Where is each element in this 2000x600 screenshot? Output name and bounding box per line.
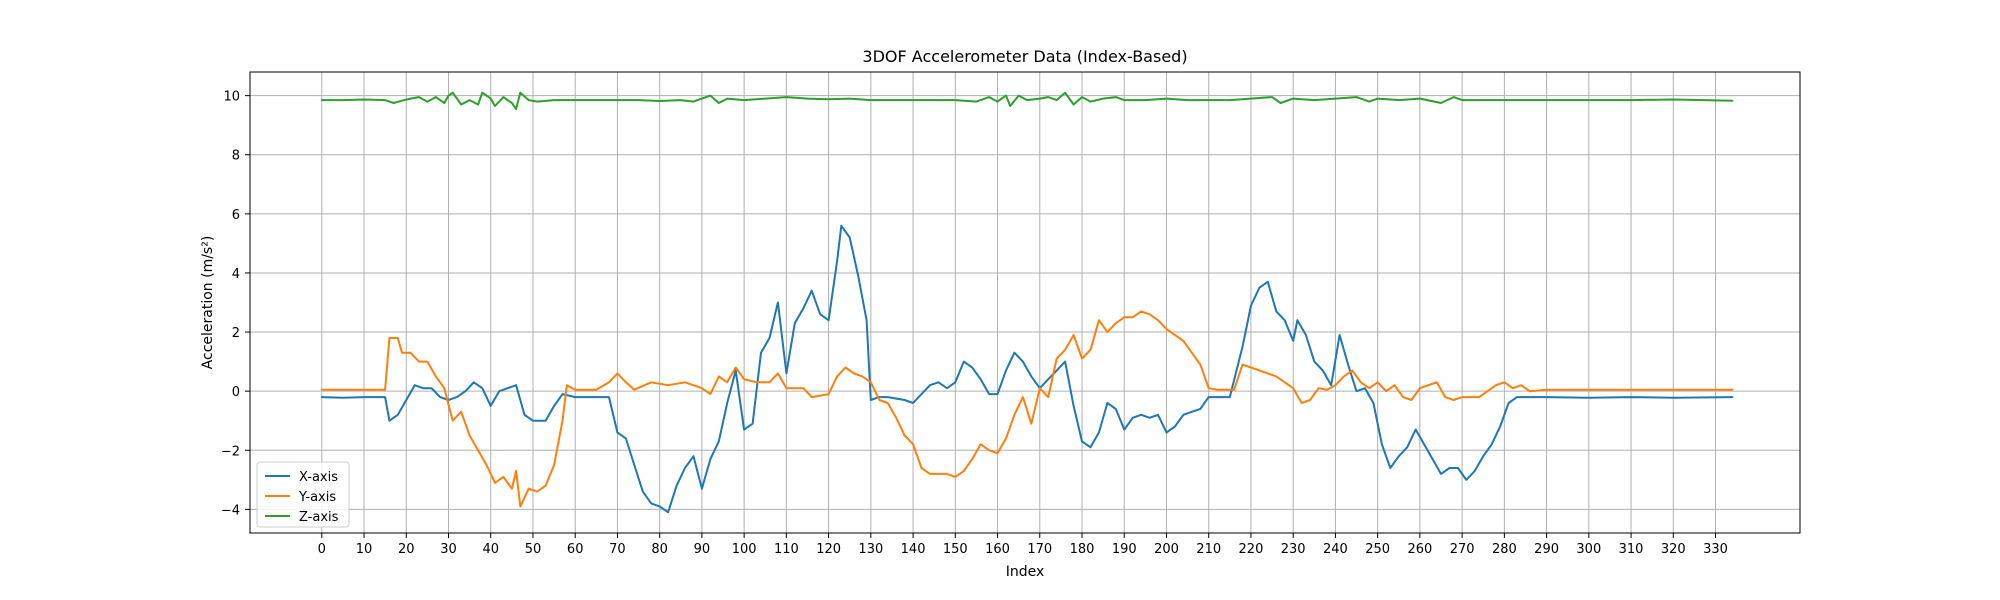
x-tick-label: 120 (816, 542, 841, 557)
legend-label: Z-axis (299, 510, 339, 525)
x-tick-label: 90 (694, 542, 711, 557)
series-line-y-axis (320, 310, 1734, 508)
x-axis-label: Index (1006, 564, 1045, 580)
y-tick-label: 4 (232, 267, 240, 282)
x-tick-label: 260 (1407, 542, 1432, 557)
x-tick-label: 100 (732, 542, 757, 557)
x-tick-label: 110 (774, 542, 799, 557)
x-tick-label: 270 (1450, 542, 1475, 557)
series-line-z-axis (320, 91, 1734, 110)
x-tick-label: 40 (482, 542, 499, 557)
x-tick-label: 170 (1027, 542, 1052, 557)
legend-label: X-axis (299, 470, 338, 485)
grid (250, 72, 1800, 533)
x-tick-label: 320 (1661, 542, 1686, 557)
x-tick-label: 10 (356, 542, 373, 557)
legend: X-axis Y-axis Z-axis (256, 461, 350, 528)
legend-label: Y-axis (298, 490, 336, 505)
y-tick-label: 6 (232, 208, 240, 223)
x-tick-label: 30 (440, 542, 457, 557)
y-tick-label: −4 (221, 503, 240, 518)
x-tick-label: 250 (1365, 542, 1390, 557)
x-tick-label: 160 (985, 542, 1010, 557)
y-axis-ticks: −4 −2 0 2 4 6 8 10 (221, 90, 250, 518)
series-line-x-axis (320, 224, 1734, 514)
series-lines (320, 91, 1734, 514)
legend-box (256, 461, 350, 528)
x-tick-label: 330 (1703, 542, 1728, 557)
plot-frame (249, 71, 1801, 534)
y-tick-label: −2 (221, 444, 240, 459)
y-axis-label: Acceleration (m/s²) (200, 236, 216, 370)
x-tick-label: 150 (943, 542, 968, 557)
x-tick-label: 310 (1619, 542, 1644, 557)
x-tick-label: 210 (1196, 542, 1221, 557)
x-tick-label: 190 (1112, 542, 1137, 557)
x-tick-label: 130 (858, 542, 883, 557)
x-tick-label: 230 (1281, 542, 1306, 557)
x-tick-label: 20 (398, 542, 415, 557)
x-tick-label: 300 (1576, 542, 1601, 557)
x-tick-label: 200 (1154, 542, 1179, 557)
x-axis-ticks: 0 10 20 30 40 50 60 70 80 90 100 110 120 130 140 150 160… (318, 533, 1728, 557)
x-tick-label: 60 (567, 542, 584, 557)
y-tick-label: 0 (232, 385, 240, 400)
x-tick-label: 280 (1492, 542, 1517, 557)
x-tick-label: 70 (609, 542, 626, 557)
x-tick-label: 220 (1239, 542, 1264, 557)
x-tick-label: 240 (1323, 542, 1348, 557)
y-tick-label: 8 (232, 149, 240, 164)
y-tick-label: 2 (232, 326, 240, 341)
x-tick-label: 140 (901, 542, 926, 557)
chart-title: 3DOF Accelerometer Data (Index-Based) (862, 47, 1187, 66)
x-tick-label: 180 (1070, 542, 1095, 557)
x-tick-label: 80 (651, 542, 668, 557)
x-tick-label: 50 (525, 542, 542, 557)
x-tick-label: 290 (1534, 542, 1559, 557)
x-tick-label: 0 (318, 542, 326, 557)
y-tick-label: 10 (223, 90, 240, 105)
